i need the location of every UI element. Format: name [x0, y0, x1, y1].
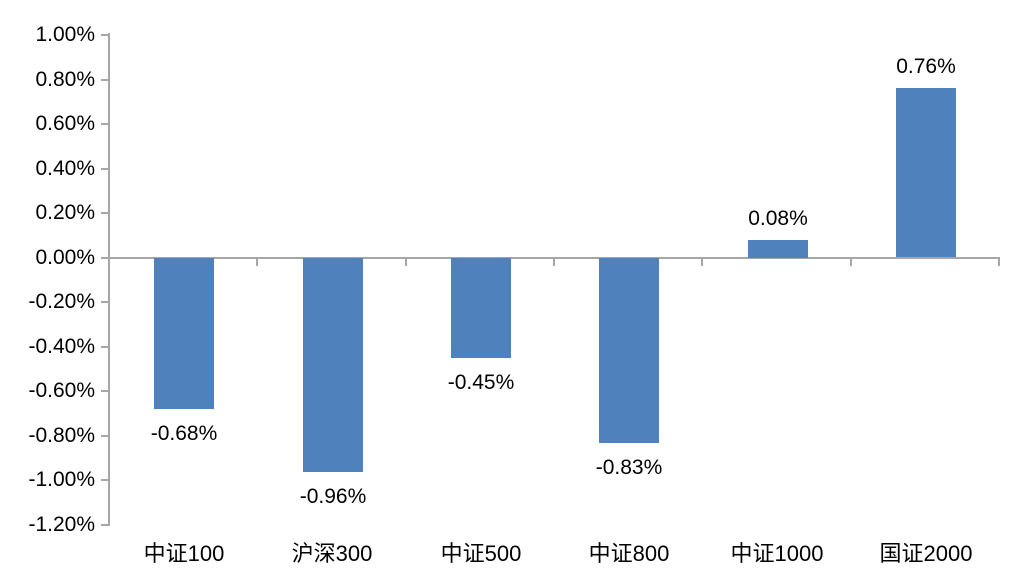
x-axis-tick-mark	[256, 259, 258, 266]
bar-value-label: -0.68%	[150, 422, 218, 445]
y-axis	[108, 33, 110, 526]
x-axis-tick-mark	[405, 259, 407, 266]
x-axis-tick-mark	[998, 259, 1000, 266]
category-label: 中证100	[143, 541, 225, 566]
y-tick-label: 0.20%	[35, 201, 95, 224]
y-tick-label: -0.20%	[28, 290, 95, 313]
category-label: 中证500	[440, 541, 522, 566]
y-axis-tick-mark	[101, 435, 108, 437]
y-tick-label: -1.00%	[28, 468, 95, 491]
y-axis-tick-mark	[101, 34, 108, 36]
bar	[748, 240, 808, 258]
y-axis-tick-mark	[101, 257, 108, 259]
x-axis-tick-mark	[850, 259, 852, 266]
y-axis-tick-mark	[101, 212, 108, 214]
bar-value-label: 0.76%	[896, 55, 956, 78]
bar-value-label: -0.83%	[595, 456, 663, 479]
y-axis-tick-mark	[101, 524, 108, 526]
bar-value-label: -0.45%	[447, 371, 515, 394]
category-label: 沪深300	[291, 541, 373, 566]
y-tick-label: 0.40%	[35, 157, 95, 180]
y-axis-tick-mark	[101, 79, 108, 81]
y-tick-label: -0.80%	[28, 424, 95, 447]
bar-value-label: 0.08%	[748, 207, 808, 230]
bar	[303, 258, 363, 472]
y-tick-label: -1.20%	[28, 513, 95, 536]
bar-value-label: -0.96%	[299, 485, 367, 508]
y-axis-tick-mark	[101, 390, 108, 392]
y-tick-label: 0.80%	[35, 68, 95, 91]
category-label: 中证800	[588, 541, 670, 566]
bar	[599, 258, 659, 443]
y-tick-label: 1.00%	[35, 23, 95, 46]
y-tick-label: 0.60%	[35, 112, 95, 135]
bar	[451, 258, 511, 358]
y-tick-label: 0.00%	[35, 246, 95, 269]
x-axis-tick-mark	[108, 259, 110, 266]
y-axis-tick-mark	[101, 479, 108, 481]
bar	[896, 88, 956, 257]
x-axis-zero-line	[108, 257, 1000, 259]
y-axis-tick-mark	[101, 301, 108, 303]
y-axis-tick-mark	[101, 346, 108, 348]
category-label: 国证2000	[879, 541, 973, 566]
category-label: 中证1000	[730, 541, 824, 566]
x-axis-tick-mark	[553, 259, 555, 266]
bar	[154, 258, 214, 409]
y-tick-label: -0.40%	[28, 335, 95, 358]
y-axis-tick-mark	[101, 168, 108, 170]
x-axis-tick-mark	[701, 259, 703, 266]
y-tick-label: -0.60%	[28, 379, 95, 402]
y-axis-tick-mark	[101, 123, 108, 125]
